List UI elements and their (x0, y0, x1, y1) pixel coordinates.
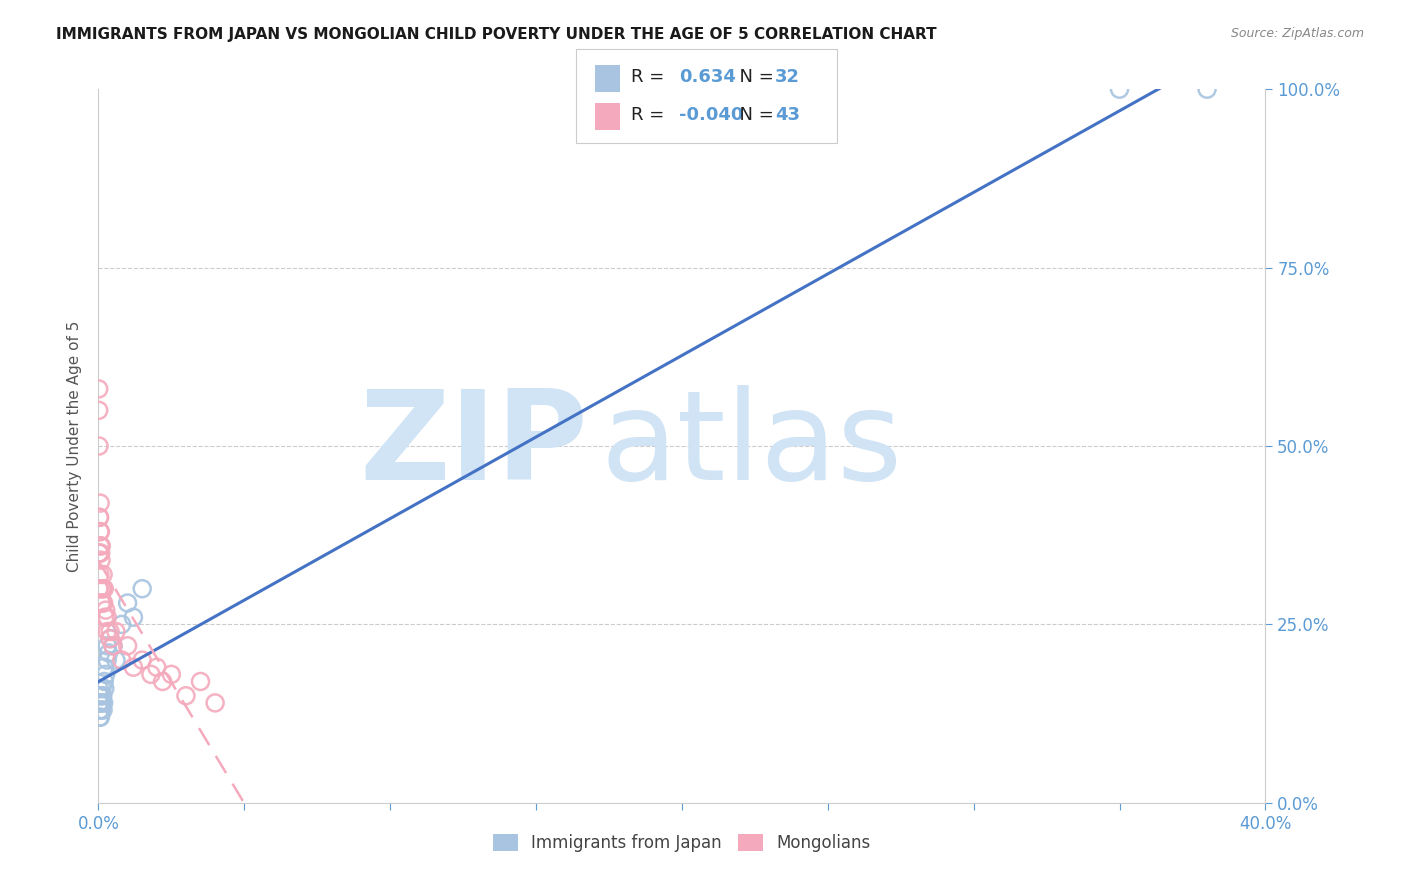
Point (87, 696, 110, 710)
Point (87, 546, 110, 560)
Point (89, 567, 111, 582)
Y-axis label: Child Poverty Under the Age of 5: Child Poverty Under the Age of 5 (66, 320, 82, 572)
Point (160, 667, 183, 681)
Point (131, 653, 153, 667)
Point (91, 689, 114, 703)
Point (89, 689, 111, 703)
Point (117, 596, 139, 610)
Point (87, 681, 110, 696)
Point (96, 639, 118, 653)
Point (93, 582, 115, 596)
Point (96, 610, 118, 624)
Point (90, 696, 112, 710)
Text: N =: N = (728, 105, 780, 123)
Point (94, 681, 117, 696)
Point (89, 696, 111, 710)
Text: 0.634: 0.634 (679, 69, 735, 87)
Point (139, 667, 162, 681)
Text: IMMIGRANTS FROM JAPAN VS MONGOLIAN CHILD POVERTY UNDER THE AGE OF 5 CORRELATION : IMMIGRANTS FROM JAPAN VS MONGOLIAN CHILD… (56, 27, 936, 42)
Point (93, 696, 115, 710)
Point (91, 596, 114, 610)
Point (122, 610, 145, 624)
Point (89, 696, 111, 710)
Point (90, 546, 112, 560)
Point (131, 582, 153, 596)
Point (89, 703, 111, 717)
Point (94, 603, 117, 617)
Text: R =: R = (631, 69, 676, 87)
Point (91, 696, 114, 710)
Legend: Immigrants from Japan, Mongolians: Immigrants from Japan, Mongolians (486, 827, 877, 859)
Text: atlas: atlas (600, 385, 903, 507)
Point (94, 667, 117, 681)
Point (89, 496, 111, 510)
Text: Source: ZipAtlas.com: Source: ZipAtlas.com (1230, 27, 1364, 40)
Text: 32: 32 (775, 69, 800, 87)
Point (89, 710, 111, 724)
Point (89, 582, 111, 596)
Point (87, 582, 110, 596)
Point (98, 624, 121, 639)
Point (97, 646, 120, 660)
Text: R =: R = (631, 105, 676, 123)
Point (93, 596, 115, 610)
Point (104, 624, 127, 639)
Point (101, 639, 124, 653)
Point (91, 703, 114, 717)
Point (111, 617, 134, 632)
Point (90, 539, 112, 553)
Point (190, 674, 212, 689)
Point (93, 674, 115, 689)
Point (152, 674, 174, 689)
Point (98, 632, 121, 646)
Point (111, 653, 134, 667)
Point (87, 439, 110, 453)
Point (96, 624, 118, 639)
Point (91, 582, 114, 596)
Text: N =: N = (728, 69, 780, 87)
Point (117, 639, 139, 653)
Point (1195, 82, 1218, 96)
Point (204, 696, 226, 710)
Point (101, 639, 124, 653)
Point (91, 567, 114, 582)
Point (89, 524, 111, 539)
Point (174, 689, 197, 703)
Point (87, 382, 110, 396)
Point (98, 632, 121, 646)
Point (90, 596, 112, 610)
Text: -0.040: -0.040 (679, 105, 744, 123)
Point (89, 710, 111, 724)
Point (89, 539, 111, 553)
Point (94, 610, 117, 624)
Point (89, 546, 111, 560)
Point (146, 660, 169, 674)
Point (1108, 82, 1130, 96)
Point (93, 660, 115, 674)
Point (90, 689, 112, 703)
Point (89, 510, 111, 524)
Point (96, 653, 118, 667)
Point (122, 660, 145, 674)
Point (104, 653, 127, 667)
Point (90, 553, 112, 567)
Point (89, 510, 111, 524)
Point (90, 681, 112, 696)
Point (87, 403, 110, 417)
Text: ZIP: ZIP (360, 385, 589, 507)
Text: 43: 43 (775, 105, 800, 123)
Point (90, 703, 112, 717)
Point (90, 582, 112, 596)
Point (89, 524, 111, 539)
